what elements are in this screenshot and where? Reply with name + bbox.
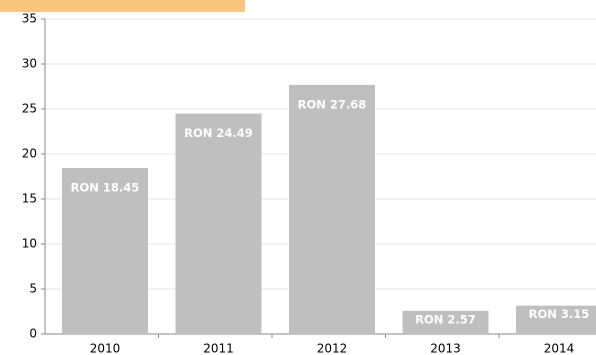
bar: [402, 310, 489, 334]
y-tick-label: 35: [22, 12, 37, 26]
y-tick-label: 15: [22, 192, 37, 206]
value-label: RON 27.68: [298, 97, 367, 111]
x-tick-label: 2013: [430, 342, 461, 355]
y-tick-label: 10: [22, 237, 37, 251]
value-label: RON 18.45: [71, 180, 140, 194]
value-label: RON 2.57: [415, 312, 476, 326]
y-tick-label: 30: [22, 57, 37, 71]
bar: [175, 113, 262, 334]
value-label: RON 24.49: [184, 126, 253, 140]
bar: [62, 167, 148, 334]
x-tick-label: 2014: [544, 342, 575, 355]
x-tick-label: 2010: [90, 342, 121, 355]
bar: [516, 305, 596, 334]
y-tick-label: 25: [22, 102, 37, 116]
y-tick-label: 5: [29, 282, 37, 296]
value-label: RON 3.15: [529, 307, 590, 321]
x-tick-label: 2012: [317, 342, 348, 355]
y-tick-label: 20: [22, 147, 37, 161]
header-band: [0, 0, 245, 12]
x-tick-label: 2011: [203, 342, 234, 355]
bar: [289, 84, 375, 334]
y-tick-label: 0: [29, 327, 37, 341]
